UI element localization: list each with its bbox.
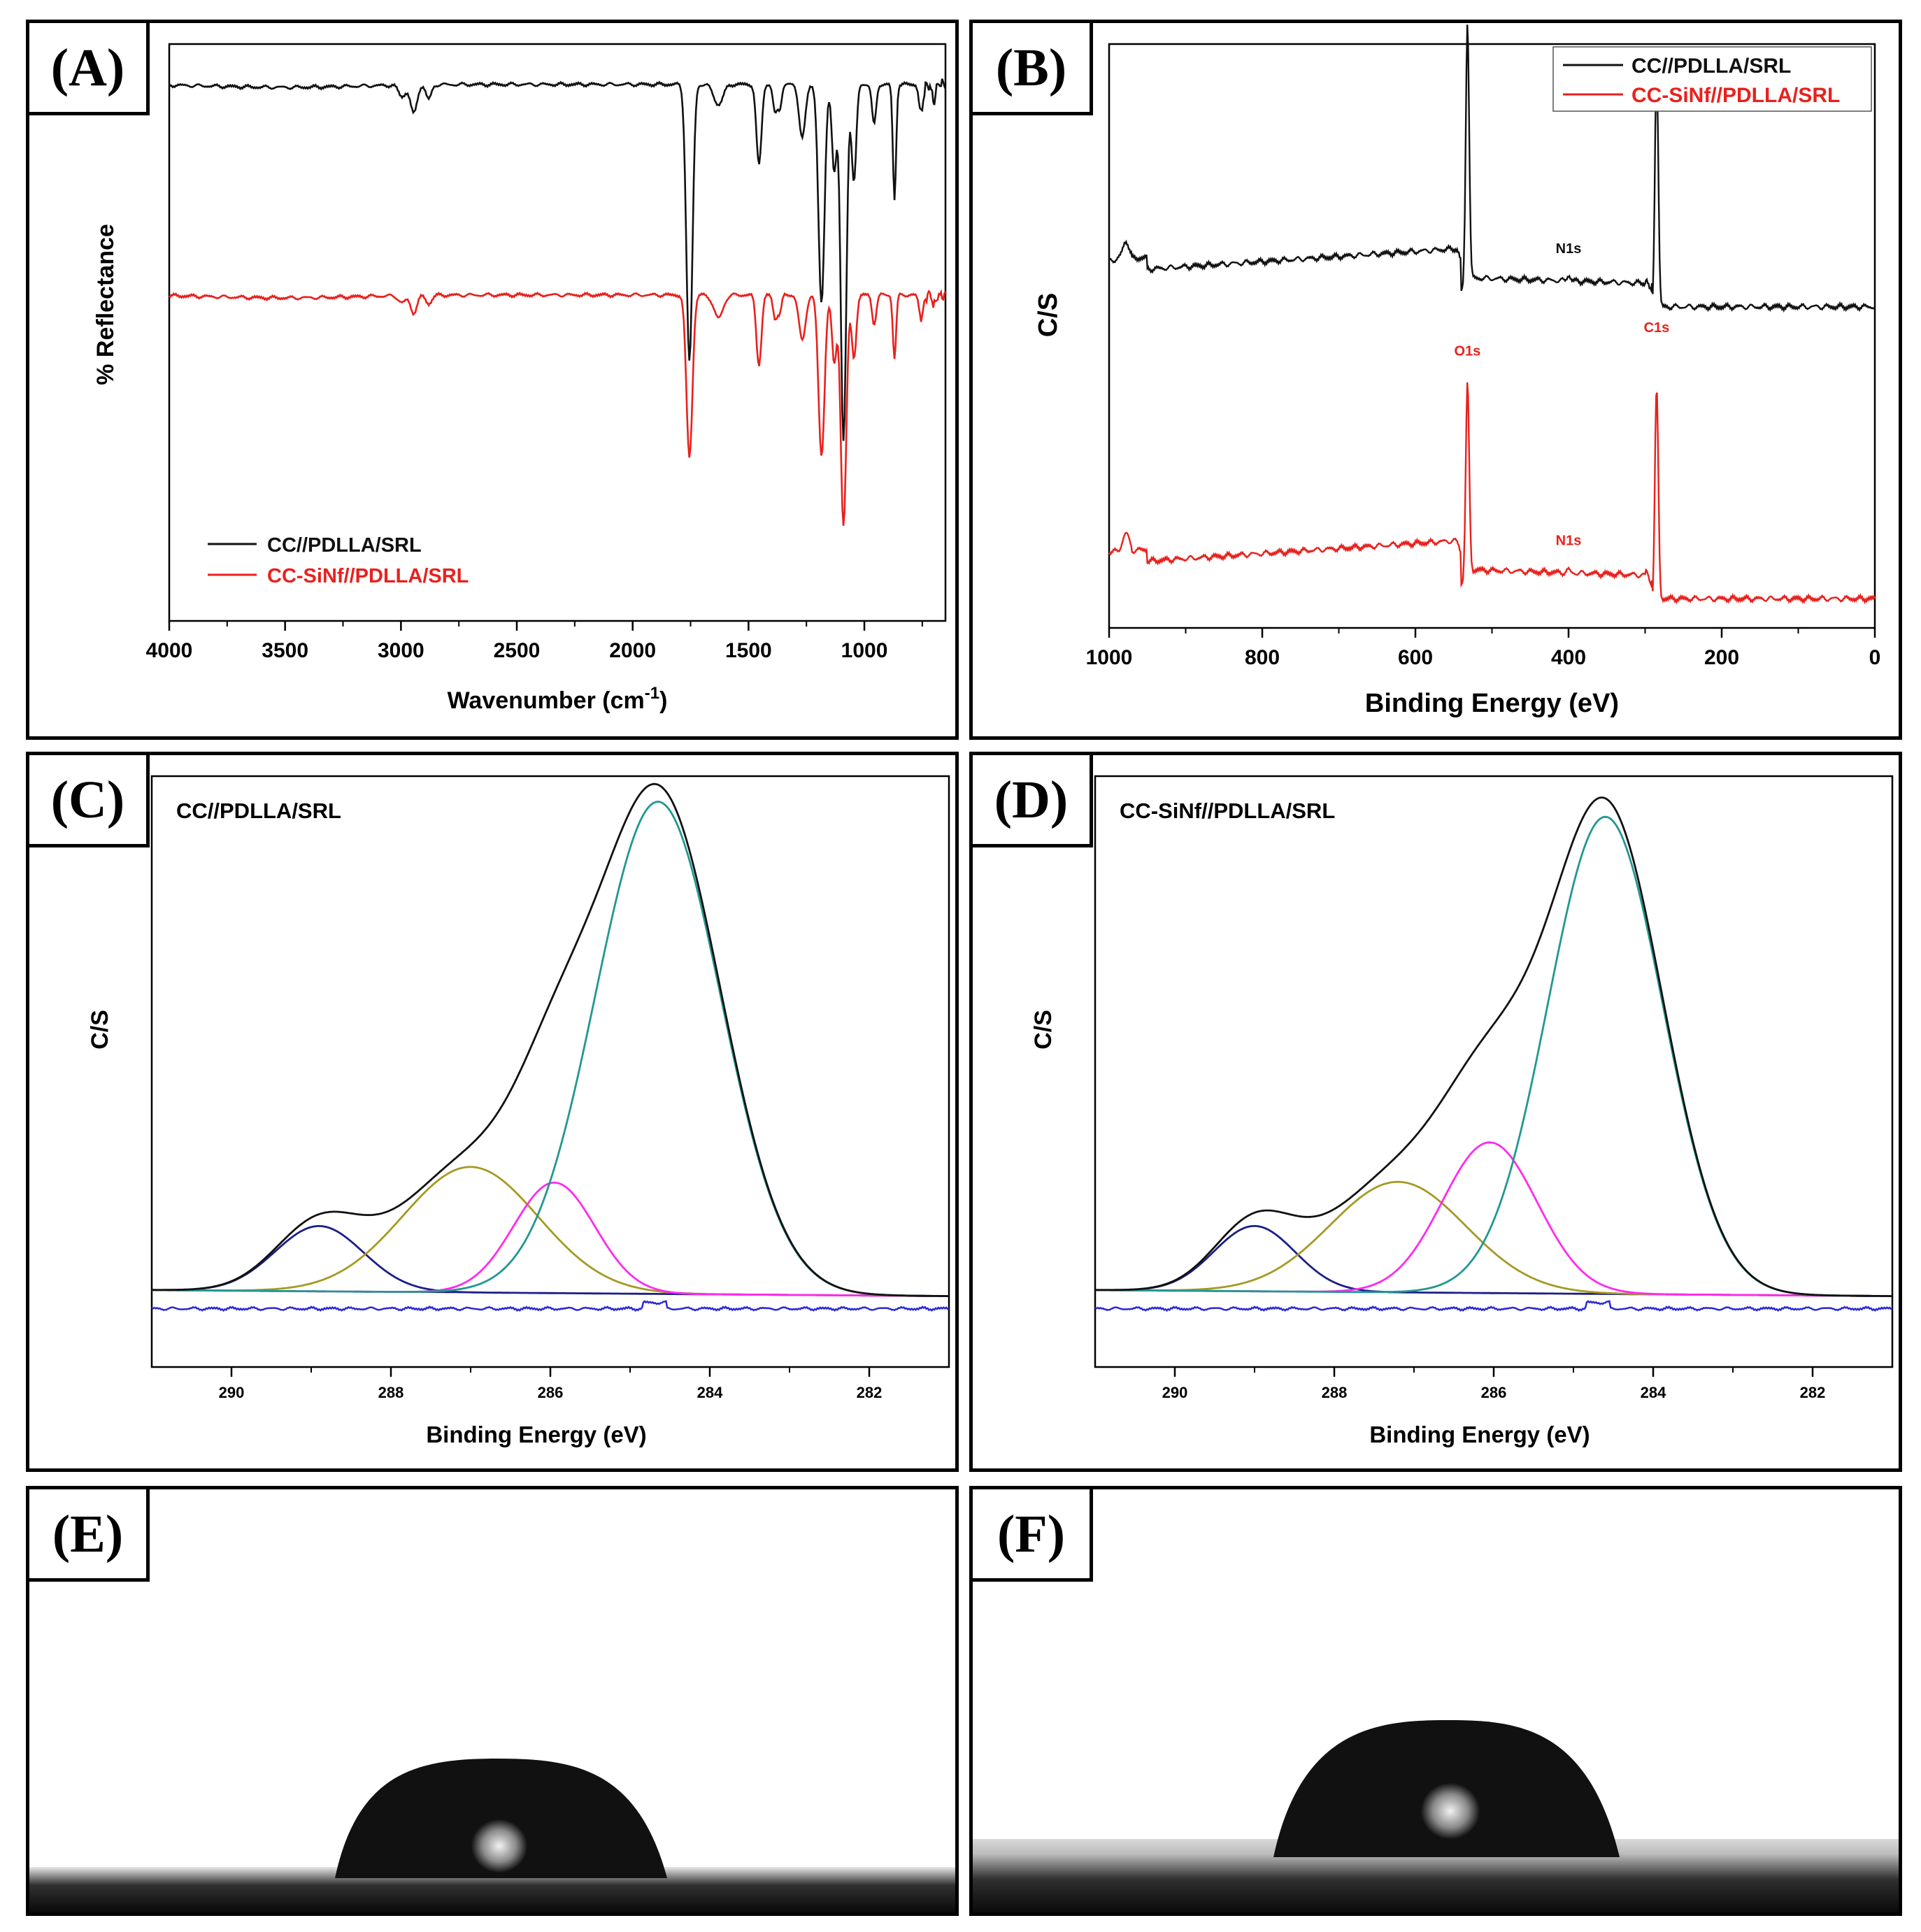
x-axis-a-tick-label: 1500 bbox=[725, 639, 772, 662]
plot-frame-b bbox=[1108, 43, 1876, 629]
x-axis-a-tick-label: 4000 bbox=[146, 639, 193, 662]
peak-label-b-1-1: N1s bbox=[1556, 533, 1582, 548]
droplet-highlight-e bbox=[471, 1819, 527, 1873]
panel-f-tag: (F) bbox=[973, 1489, 1093, 1582]
series-line-a-1 bbox=[169, 289, 947, 526]
y-axis-title-a: % Reflectance bbox=[92, 224, 119, 385]
x-axis-b-tick-label: 600 bbox=[1398, 646, 1433, 669]
x-axis-a-tick-label: 3000 bbox=[378, 639, 424, 662]
droplet-e bbox=[335, 1759, 667, 1878]
panel-a-tag: (A) bbox=[29, 23, 150, 115]
residual-line-c bbox=[151, 1299, 950, 1312]
x-axis-title-d: Binding Energy (eV) bbox=[1369, 1422, 1590, 1447]
x-axis-c-tick-label: 288 bbox=[378, 1384, 404, 1401]
panel-d-tag: (D) bbox=[973, 755, 1093, 847]
x-axis-b-tick-label: 1000 bbox=[1086, 646, 1133, 669]
panel-e-tag: (E) bbox=[29, 1489, 150, 1582]
legend-label-b-0: CC//PDLLA/SRL bbox=[1631, 55, 1791, 78]
envelope-line-c bbox=[152, 782, 949, 1297]
plot-title-c: CC//PDLLA/SRL bbox=[176, 799, 341, 823]
x-axis-a-tick-label: 1000 bbox=[841, 639, 888, 662]
x-axis-c-tick-label: 282 bbox=[857, 1384, 883, 1401]
peak-label-b-1-2: C1s bbox=[1644, 320, 1670, 336]
plot-title-d: CC-SiNf//PDLLA/SRL bbox=[1120, 799, 1335, 823]
x-axis-b-tick-label: 800 bbox=[1245, 646, 1280, 669]
legend-label-a-0: CC//PDLLA/SRL bbox=[267, 534, 422, 557]
panel-f: (F) bbox=[969, 1486, 1902, 1916]
legend-box-b bbox=[1552, 46, 1872, 112]
legend-label-a-1: CC-SiNf//PDLLA/SRL bbox=[267, 565, 469, 587]
x-axis-a-tick-label: 2000 bbox=[609, 639, 656, 662]
x-axis-c-tick-label: 284 bbox=[697, 1384, 723, 1401]
x-axis-b-tick-label: 0 bbox=[1869, 646, 1881, 669]
x-axis-d-tick-label: 282 bbox=[1800, 1384, 1826, 1401]
component-peak-d-3 bbox=[1095, 815, 1892, 1297]
ftir-chart: 4000 3500 3000 2500 2000 1500 1000 Wavenumber (… bbox=[92, 43, 947, 714]
plot-frame-d bbox=[1094, 775, 1894, 1368]
plot-frame-a bbox=[168, 43, 947, 622]
legend-label-b-1: CC-SiNf//PDLLA/SRL bbox=[1631, 84, 1840, 107]
plot-frame-c bbox=[150, 775, 950, 1368]
x-axis-b-tick-label: 400 bbox=[1551, 646, 1586, 669]
panel-a: (A) 4000 3500 3000 2500 2000 1500 1000 Wavenumb… bbox=[26, 20, 959, 740]
droplet-image-e bbox=[29, 1759, 955, 1912]
x-axis-d-tick-label: 284 bbox=[1641, 1384, 1666, 1401]
component-peak-d-0 bbox=[1095, 1224, 1892, 1297]
residual-line-d bbox=[1094, 1299, 1893, 1312]
droplet-highlight-f bbox=[1421, 1783, 1480, 1839]
x-axis-b-tick-label: 200 bbox=[1704, 646, 1739, 669]
x-axis-d-tick-label: 286 bbox=[1481, 1384, 1507, 1401]
component-peak-c-3 bbox=[152, 801, 949, 1297]
peak-label-b-1-0: O1s bbox=[1455, 344, 1481, 359]
x-axis-c-tick-label: 286 bbox=[538, 1384, 564, 1401]
panel-c: (C) 290 288 286 284 282 Binding Energy (eV) C/… bbox=[26, 752, 959, 1472]
panel-c-tag: (C) bbox=[29, 755, 150, 847]
x-axis-title-b: Binding Energy (eV) bbox=[1365, 689, 1619, 718]
xps-c1s-chart-c: 290 288 286 284 282 Binding Energy (eV) C/S CC/… bbox=[87, 775, 950, 1447]
component-peak-c-2 bbox=[152, 1181, 949, 1297]
x-axis-title-a-tail: ) bbox=[659, 687, 667, 714]
x-axis-d-tick-label: 288 bbox=[1322, 1384, 1348, 1401]
x-axis-c-tick-label: 290 bbox=[219, 1384, 245, 1401]
x-axis-a-tick-label: 3500 bbox=[262, 639, 308, 662]
panel-d: (D) 290 288 286 284 282 Binding Energy (eV) C/… bbox=[969, 752, 1902, 1472]
y-axis-title-c: C/S bbox=[87, 1010, 113, 1050]
peak-label-b-0-1: N1s bbox=[1556, 241, 1582, 257]
panel-b-tag: (B) bbox=[973, 23, 1093, 115]
xps-c1s-chart-d: 290 288 286 284 282 Binding Energy (eV) C/S CC-… bbox=[1030, 775, 1894, 1447]
x-axis-a-tick-label: 2500 bbox=[494, 639, 541, 662]
x-axis-title-c: Binding Energy (eV) bbox=[426, 1422, 646, 1447]
component-peak-d-1 bbox=[1095, 1180, 1892, 1297]
x-axis-title-a-main: Wavenumber (cm bbox=[448, 687, 645, 714]
envelope-line-d bbox=[1095, 796, 1892, 1297]
panel-e: (E) bbox=[26, 1486, 959, 1916]
x-axis-title-a-sup: -1 bbox=[645, 684, 659, 703]
y-axis-title-d: C/S bbox=[1030, 1010, 1057, 1050]
panel-b: (B) 1000 800 600 400 200 0 Binding Energy (eV)… bbox=[969, 20, 1902, 740]
component-peak-c-0 bbox=[152, 1225, 949, 1297]
series-line-b-0 bbox=[1108, 24, 1876, 313]
x-axis-d-tick-label: 290 bbox=[1162, 1384, 1188, 1401]
droplet-image-f bbox=[973, 1720, 1899, 1912]
series-line-b-1 bbox=[1108, 382, 1876, 605]
series-line-a-0 bbox=[168, 78, 947, 441]
x-axis-title-a: Wavenumber (cm-1) bbox=[448, 684, 668, 714]
xps-survey-chart: 1000 800 600 400 200 0 Binding Energy (eV) C/S O… bbox=[1034, 24, 1881, 718]
component-peak-c-1 bbox=[152, 1166, 949, 1297]
y-axis-title-b: C/S bbox=[1034, 293, 1063, 337]
